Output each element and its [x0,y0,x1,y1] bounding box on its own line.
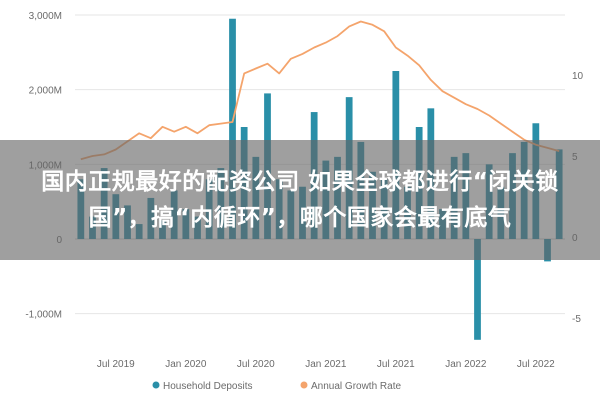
legend-marker-annual-growth-rate [300,381,308,389]
y-tick-label: 3,000M [29,11,62,22]
legend-label-household-deposits: Household Deposits [163,381,253,392]
x-tick-label: Jan 2020 [165,359,207,370]
legend-label-annual-growth-rate: Annual Growth Rate [311,381,401,392]
x-tick-label: Jan 2022 [445,359,487,370]
bar [229,18,236,239]
y-tick-label: 2,000M [29,86,62,97]
legend: Household Deposits Annual Growth Rate [152,381,401,392]
x-tick-label: Jul 2019 [97,359,135,370]
legend-marker-household-deposits [152,381,160,389]
headline-overlay: 国内正规最好的配资公司 如果全球都进行“闭关锁国”，搞“内循环”，哪个国家会最有… [0,140,600,260]
line-series-annual-growth-rate [80,20,560,161]
x-tick-label: Jul 2022 [517,359,555,370]
bar [474,239,481,340]
growth-rate-line [80,20,560,161]
x-tick-label: Jan 2021 [305,359,347,370]
x-axis: Jul 2019 Jan 2020 Jul 2020 Jan 2021 Jul 2021… [97,359,555,370]
headline-text: 国内正规最好的配资公司 如果全球都进行“闭关锁国”，搞“内循环”，哪个国家会最有… [41,169,559,231]
y2-tick-label: 10 [572,71,584,82]
x-tick-label: Jul 2021 [377,359,415,370]
y2-tick-label: -5 [572,314,581,325]
x-tick-label: Jul 2020 [237,359,275,370]
y-tick-label: -1,000M [25,310,62,321]
